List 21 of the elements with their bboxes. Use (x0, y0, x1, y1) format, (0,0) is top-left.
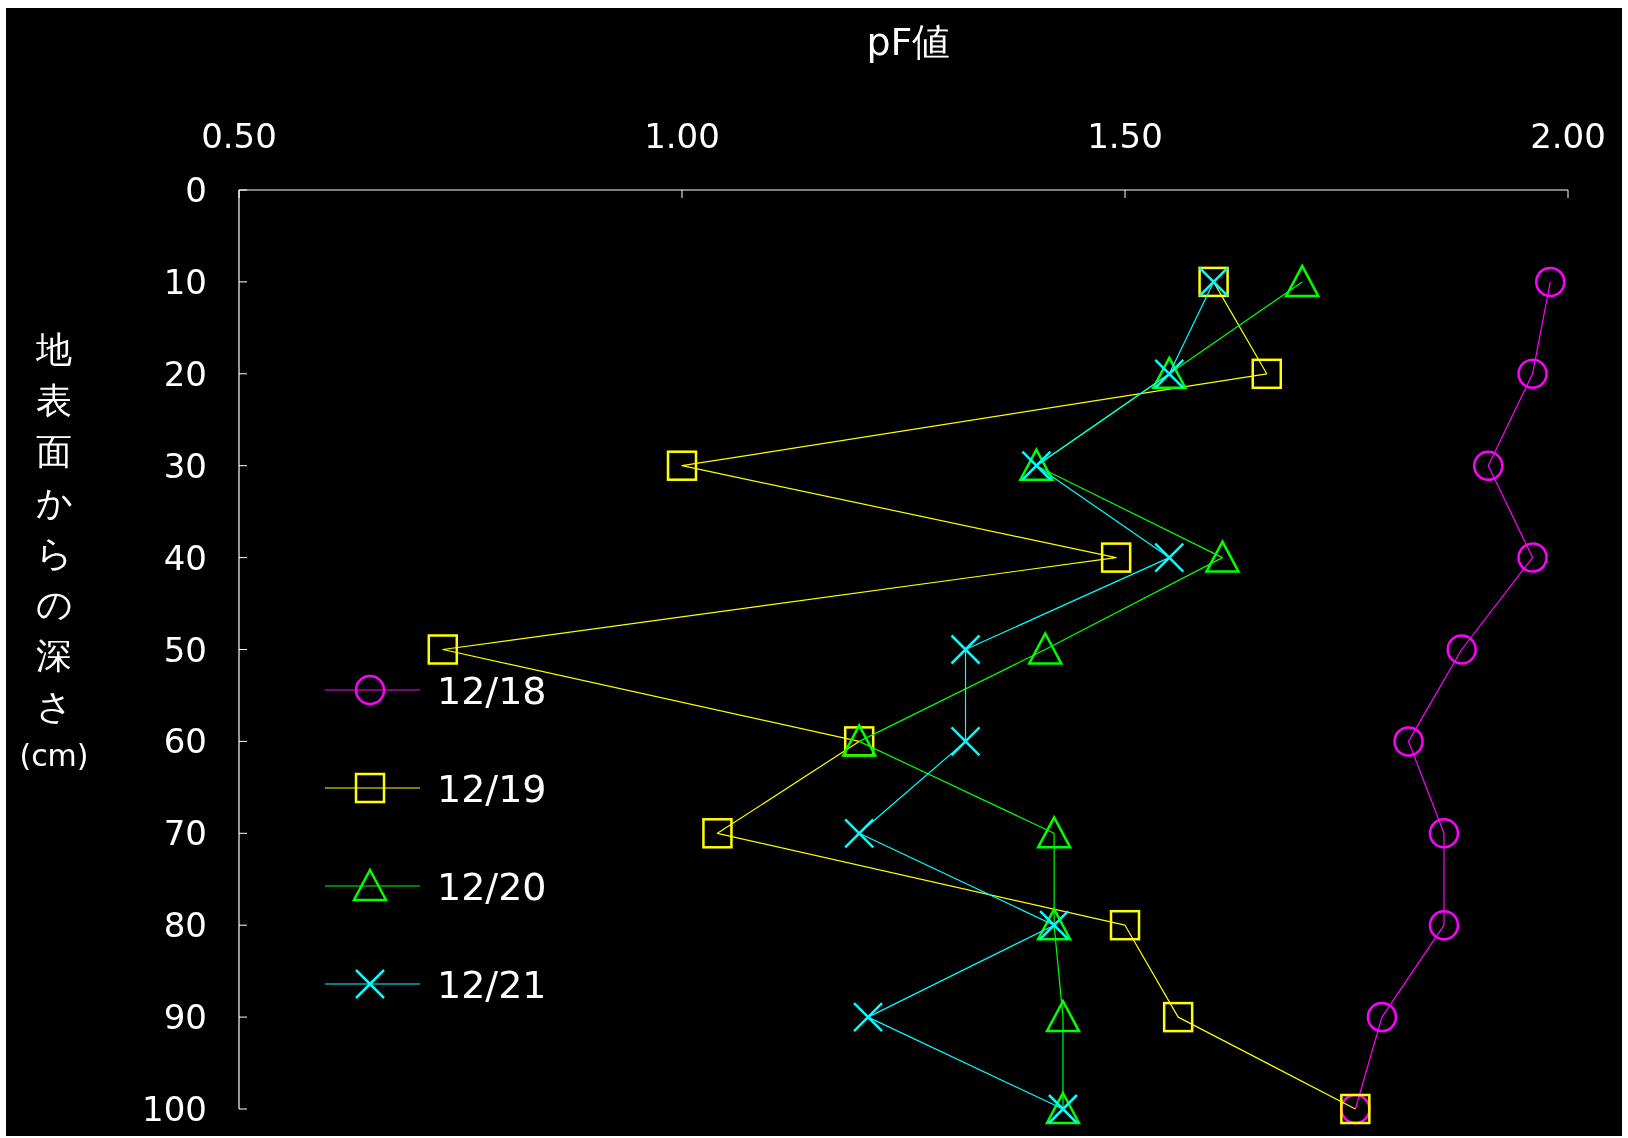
legend-label: 12/21 (437, 963, 547, 1007)
text: 地表面からの深さ(cm) (19, 329, 89, 773)
y-tick-label: 100 (142, 1089, 207, 1129)
x-axis-title: pF値 (866, 20, 951, 64)
legend-label: 12/19 (437, 767, 547, 811)
legend-label: 12/20 (437, 865, 547, 909)
x-tick-label: 2.00 (1530, 116, 1606, 156)
y-tick-label: 80 (163, 905, 207, 946)
y-tick-label: 40 (163, 537, 207, 578)
x-tick-label: 0.50 (201, 116, 277, 156)
legend-label: 12/18 (437, 669, 547, 713)
y-tick-label: 10 (163, 261, 207, 302)
y-tick-label: 60 (163, 721, 207, 762)
y-tick-label: 20 (163, 353, 207, 394)
y-tick-label: 0 (185, 170, 207, 210)
y-tick-label: 70 (163, 813, 207, 854)
y-tick-label: 50 (163, 629, 207, 670)
y-tick-label: 30 (163, 445, 207, 486)
x-tick-label: 1.00 (644, 116, 720, 156)
x-tick-label: 1.50 (1087, 116, 1163, 156)
y-tick-label: 90 (163, 997, 207, 1038)
